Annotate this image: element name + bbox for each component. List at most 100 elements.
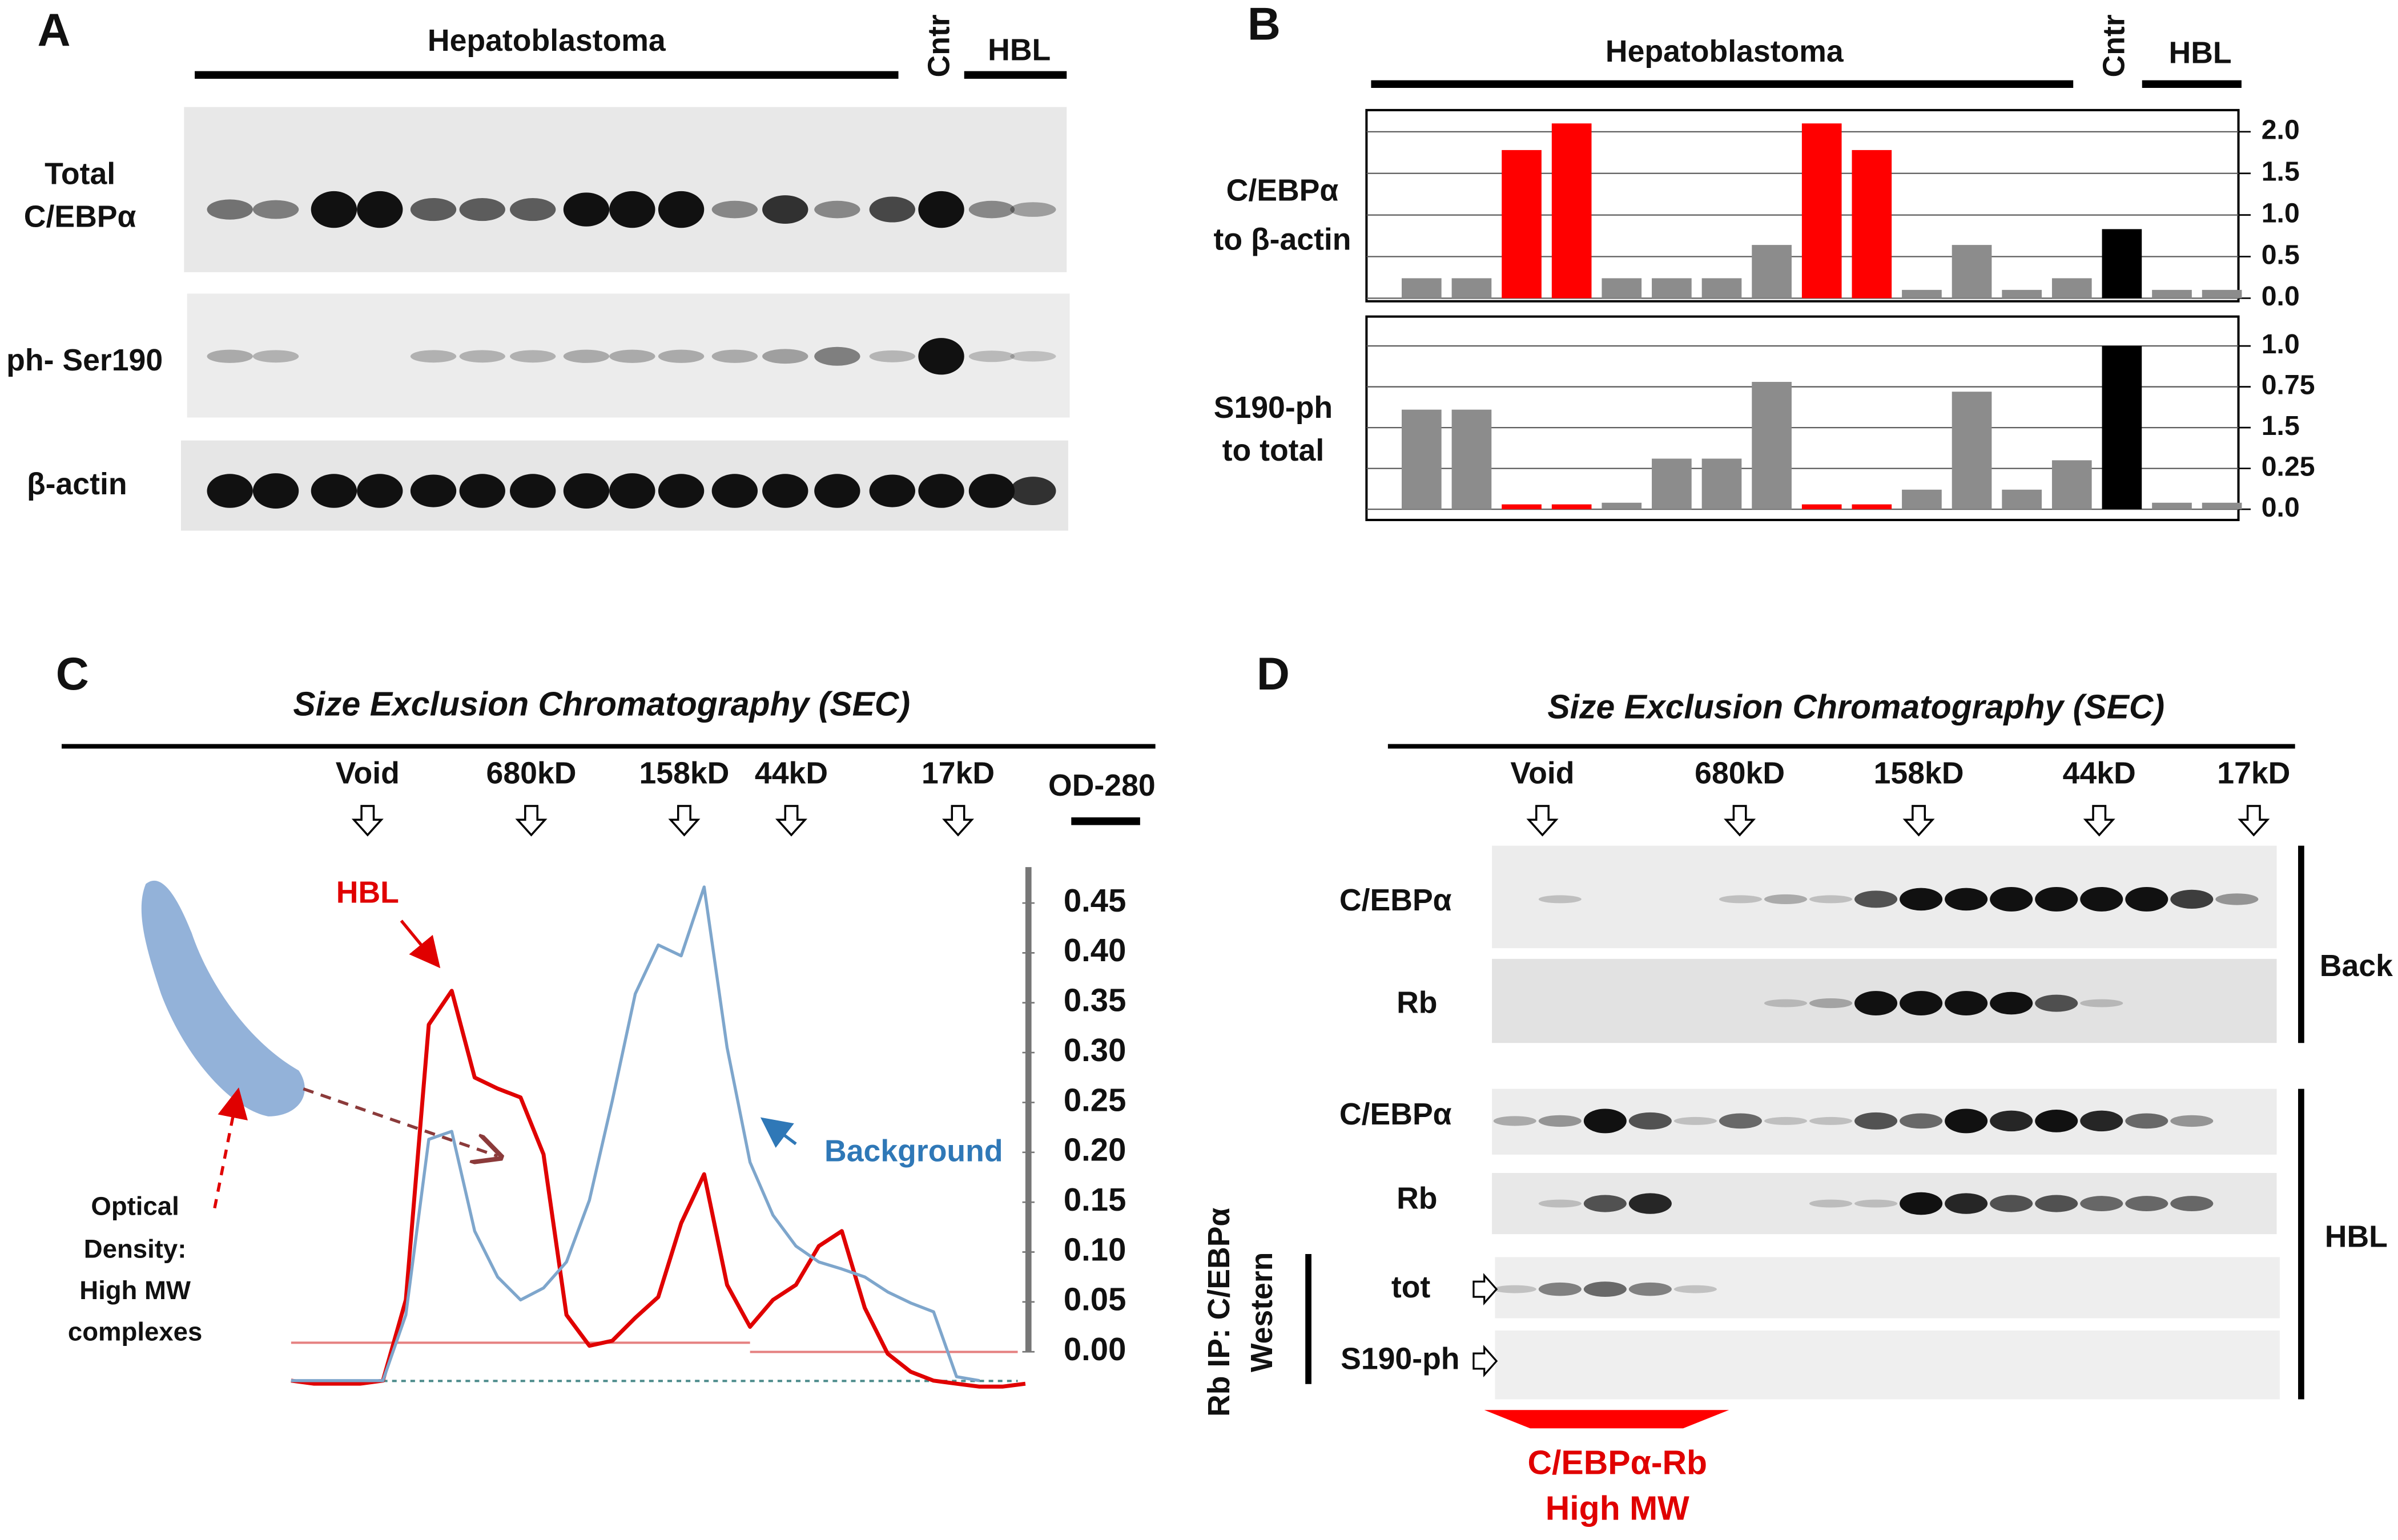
y-label: OD-280: [1048, 768, 1156, 803]
band: [459, 474, 505, 508]
marker-label: Void: [336, 756, 400, 791]
bar: [1752, 245, 1792, 299]
band: [1990, 1110, 2033, 1132]
band: [563, 473, 610, 509]
bar: [2051, 278, 2092, 299]
bar: [1602, 278, 1642, 299]
y-tick-label: 0.25: [2262, 451, 2315, 482]
band: [252, 200, 299, 219]
blot: [1495, 1330, 2280, 1400]
bar: [1402, 409, 1442, 510]
band: [1945, 1193, 1988, 1214]
row-label: C/EBPα: [24, 199, 136, 233]
y-tick-label: 0.00: [1064, 1331, 1126, 1367]
band: [762, 474, 808, 508]
row-label: β-actin: [27, 467, 127, 501]
band: [814, 474, 860, 508]
band: [1990, 1195, 2033, 1212]
bar: [2202, 502, 2242, 510]
band: [711, 349, 758, 363]
band: [510, 350, 556, 363]
band: [2080, 1110, 2123, 1132]
band: [510, 197, 556, 221]
y-tick-label: 1.5: [2262, 156, 2300, 187]
bar: [1902, 289, 1942, 299]
bar: [2152, 502, 2192, 510]
band: [207, 474, 253, 508]
bar: [2002, 289, 2042, 299]
band: [1990, 991, 2033, 1015]
band: [410, 197, 457, 221]
y-tick-label: 0.35: [1064, 982, 1126, 1018]
note: Optical: [91, 1192, 179, 1221]
band: [711, 474, 758, 508]
marker-arrow: [942, 805, 975, 837]
bar: [1801, 123, 1842, 299]
band: [1583, 1108, 1627, 1134]
hbl-label: HBL: [2169, 36, 2232, 70]
band: [1900, 991, 1943, 1016]
marker-arrow: [2083, 805, 2115, 837]
side-label: Rb IP: C/EBPα: [1202, 1208, 1236, 1417]
bar: [2051, 460, 2092, 510]
band: [2080, 1196, 2123, 1211]
band: [207, 349, 253, 363]
band: [1493, 1116, 1536, 1126]
note: Density:: [84, 1235, 187, 1264]
plot-frame: [1365, 108, 2240, 303]
band: [814, 346, 860, 366]
marker-label: 680kD: [1695, 756, 1785, 791]
bar: [1902, 489, 1942, 510]
bar: [2102, 346, 2142, 510]
control-label: Cntr: [922, 14, 956, 77]
band: [1719, 1113, 1762, 1129]
band: [918, 474, 964, 508]
band: [1809, 895, 1853, 904]
panel-c: C Size Exclusion Chromatography (SEC) Vo…: [56, 648, 1156, 1382]
band: [1673, 1285, 1717, 1293]
band: [563, 349, 610, 363]
band: [252, 350, 299, 363]
band: [1493, 1285, 1536, 1293]
bar: [1652, 458, 1692, 510]
y-tick-label: 0.5: [2262, 239, 2300, 270]
band: [311, 474, 357, 508]
row-label: Total: [45, 156, 115, 191]
band: [1854, 890, 1898, 908]
band: [252, 473, 299, 509]
marker-arrow: [1724, 805, 1756, 837]
band: [1990, 886, 2033, 912]
panel-b: B Hepatoblastoma Cntr HBL C/EBPα to β-ac…: [1213, 0, 2242, 467]
band: [2215, 893, 2259, 905]
bar: [1801, 504, 1842, 510]
bar: [1852, 150, 1892, 299]
group-label: Hepatoblastoma: [1606, 34, 1844, 68]
band: [1854, 991, 1898, 1016]
bar: [1451, 409, 1492, 510]
bar: [2102, 229, 2142, 299]
marker-arrow: [351, 805, 384, 837]
panel-label: C: [56, 648, 89, 700]
band: [2080, 886, 2123, 912]
y-tick-label: 0.15: [1064, 1182, 1126, 1218]
band: [1945, 1108, 1988, 1134]
series-line: [291, 989, 1026, 1389]
panel-title: Size Exclusion Chromatography (SEC): [1547, 689, 2164, 726]
bar: [1451, 278, 1492, 299]
band: [1854, 1112, 1898, 1130]
band: [762, 349, 808, 364]
band: [1010, 202, 1056, 217]
panel-d: D Size Exclusion Chromatography (SEC) Vo…: [1202, 648, 2393, 1527]
band: [918, 191, 964, 228]
band: [814, 200, 860, 219]
row-label: ph- Ser190: [6, 343, 163, 377]
band: [2080, 999, 2123, 1007]
bar: [1402, 278, 1442, 299]
marker-label: 44kD: [2063, 756, 2136, 791]
series-label: HBL: [336, 876, 399, 910]
bar: [1551, 504, 1592, 510]
band: [968, 474, 1015, 508]
band: [762, 195, 808, 224]
